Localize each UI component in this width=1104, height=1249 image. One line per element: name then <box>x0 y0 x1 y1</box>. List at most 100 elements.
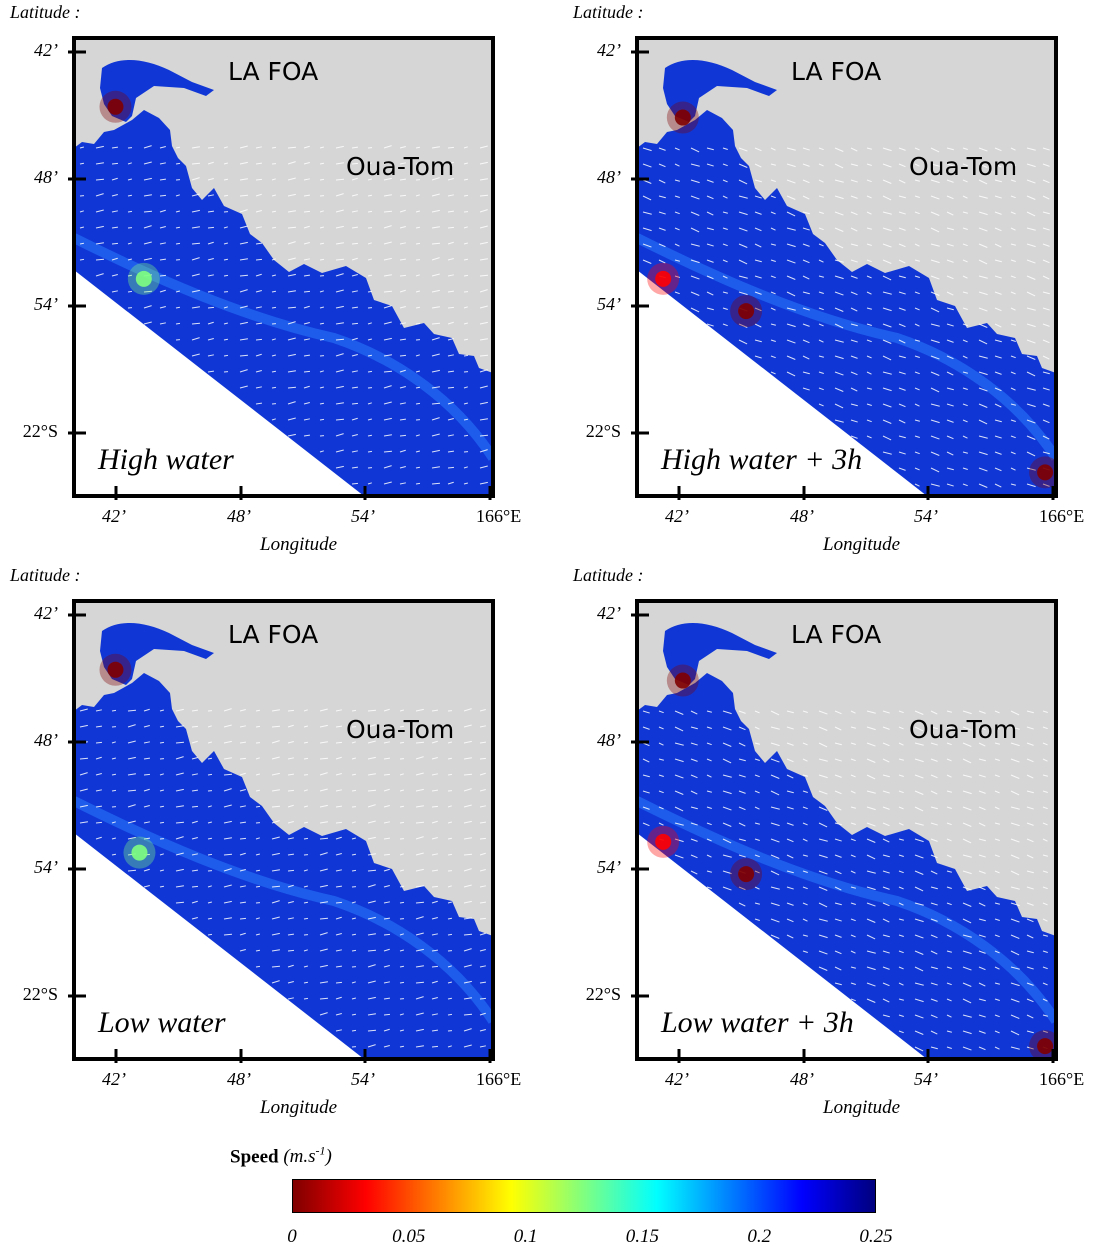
current-arrow <box>383 773 391 776</box>
speed-hotspot <box>107 98 124 115</box>
current-arrow <box>335 449 344 453</box>
current-arrow <box>463 773 473 776</box>
current-arrow <box>127 756 136 760</box>
current-arrow <box>1010 275 1016 279</box>
current-arrow <box>143 290 153 293</box>
current-arrow <box>255 146 262 149</box>
current-arrow <box>463 274 469 277</box>
current-arrow <box>946 435 954 440</box>
current-arrow <box>898 147 906 151</box>
current-arrow <box>431 965 439 968</box>
current-arrow <box>898 259 906 264</box>
current-arrow <box>351 981 356 984</box>
current-arrow <box>802 758 808 762</box>
current-arrow <box>383 917 391 920</box>
current-arrow <box>319 178 325 181</box>
current-arrow <box>351 757 356 760</box>
current-arrow <box>850 195 858 199</box>
current-arrow <box>946 259 954 263</box>
current-arrow <box>930 275 940 280</box>
current-arrow <box>706 854 712 858</box>
current-arrow <box>722 243 728 247</box>
current-arrow <box>207 773 213 776</box>
current-arrow <box>754 243 762 248</box>
current-arrow <box>706 163 714 167</box>
current-arrow <box>415 868 424 872</box>
outside-domain <box>74 270 364 496</box>
current-arrow <box>303 997 309 1000</box>
current-arrow <box>882 774 890 778</box>
current-arrow <box>1042 307 1050 311</box>
current-arrow <box>1026 147 1036 151</box>
current-arrow <box>223 226 228 229</box>
current-arrow <box>303 901 309 904</box>
current-arrow <box>447 354 454 357</box>
current-arrow <box>930 387 940 393</box>
current-arrow <box>850 950 856 954</box>
current-arrow <box>287 321 296 325</box>
current-arrow <box>834 275 844 280</box>
current-arrow <box>1042 838 1048 842</box>
current-arrow <box>1010 227 1016 231</box>
current-arrow <box>351 933 357 936</box>
current-arrow <box>383 417 392 421</box>
current-arrow <box>834 742 842 746</box>
current-arrow <box>914 307 920 311</box>
current-arrow <box>191 725 199 728</box>
current-arrow <box>191 257 200 261</box>
current-arrow <box>866 758 876 763</box>
current-arrow <box>930 886 938 890</box>
current-arrow <box>431 417 440 421</box>
current-arrow <box>978 886 986 891</box>
current-arrow <box>367 724 376 728</box>
current-arrow <box>1042 982 1048 986</box>
current-arrow <box>706 147 714 151</box>
current-arrow <box>818 966 828 971</box>
current-arrow <box>770 934 780 939</box>
current-arrow <box>399 466 406 469</box>
current-arrow <box>866 806 876 811</box>
current-arrow <box>914 854 924 859</box>
current-arrow <box>223 322 228 325</box>
current-arrow <box>447 338 454 341</box>
current-arrow <box>143 210 153 213</box>
current-arrow <box>690 195 700 200</box>
current-arrow <box>914 1014 924 1019</box>
current-arrow <box>463 757 472 760</box>
current-arrow <box>946 451 954 456</box>
current-arrow <box>994 902 1000 905</box>
current-arrow <box>335 949 342 952</box>
lat-tick-label: 42’ <box>34 603 58 623</box>
current-arrow <box>994 806 1000 810</box>
current-arrow <box>850 291 858 296</box>
current-arrow <box>335 805 343 808</box>
current-vectors <box>79 708 487 1048</box>
current-arrow <box>818 758 828 762</box>
current-arrow <box>738 902 746 907</box>
current-arrow <box>818 742 828 748</box>
current-arrow <box>930 1030 938 1035</box>
current-arrow <box>335 369 344 373</box>
current-arrow <box>431 853 438 856</box>
current-arrow <box>770 275 776 279</box>
current-arrow <box>930 451 940 456</box>
current-arrow <box>914 483 920 487</box>
current-arrow <box>143 885 150 888</box>
current-arrow <box>351 194 358 197</box>
tide-phase-label: Low water <box>98 1006 226 1039</box>
current-arrow <box>191 242 201 245</box>
current-arrow <box>962 275 968 279</box>
colorbar-tick-label: 0.15 <box>625 1226 660 1247</box>
current-arrow <box>463 482 468 485</box>
current-arrow <box>994 211 1002 215</box>
current-arrow <box>1026 355 1036 360</box>
current-arrow <box>978 950 986 954</box>
current-arrow <box>674 774 684 779</box>
current-arrow <box>399 306 406 309</box>
current-arrow <box>367 996 376 1000</box>
current-arrow <box>479 241 488 245</box>
lat-tick-label: 48’ <box>597 730 621 750</box>
current-arrow <box>994 886 1000 890</box>
current-arrow <box>866 774 876 780</box>
current-arrow <box>463 900 472 904</box>
